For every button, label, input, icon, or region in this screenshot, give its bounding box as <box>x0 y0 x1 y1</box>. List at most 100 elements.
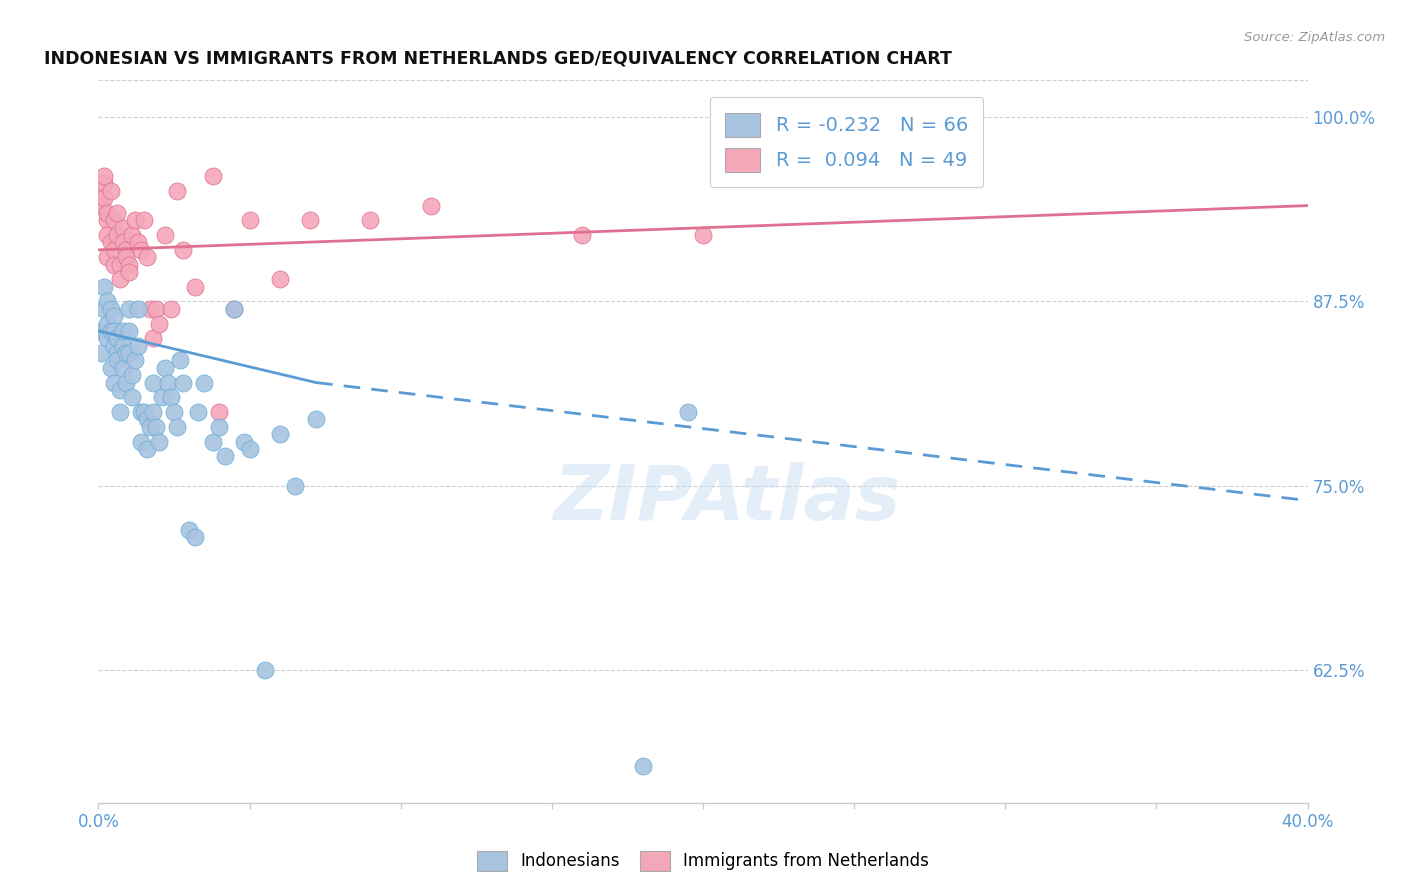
Point <box>129 243 152 257</box>
Point <box>111 220 134 235</box>
Point <box>139 301 162 316</box>
Point <box>142 376 165 390</box>
Point <box>100 235 122 250</box>
Point <box>114 243 136 257</box>
Point <box>142 331 165 345</box>
Point <box>105 346 128 360</box>
Point <box>121 368 143 383</box>
Point <box>163 405 186 419</box>
Point <box>150 390 173 404</box>
Point <box>284 479 307 493</box>
Point <box>135 442 157 456</box>
Point <box>208 419 231 434</box>
Point <box>108 272 131 286</box>
Point <box>90 324 112 338</box>
Point <box>108 258 131 272</box>
Point <box>142 405 165 419</box>
Point <box>96 213 118 227</box>
Point <box>676 405 699 419</box>
Point <box>132 405 155 419</box>
Point <box>90 346 112 360</box>
Point <box>239 442 262 456</box>
Point <box>118 301 141 316</box>
Point <box>111 235 134 250</box>
Point <box>179 523 201 537</box>
Point <box>111 339 134 353</box>
Point <box>420 199 443 213</box>
Point <box>105 206 128 220</box>
Point <box>253 663 276 677</box>
Point <box>299 213 322 227</box>
Point <box>135 412 157 426</box>
Point <box>105 228 128 243</box>
Point <box>118 324 141 338</box>
Point <box>193 376 215 390</box>
Point <box>232 434 254 449</box>
Point <box>124 353 146 368</box>
Point <box>269 272 291 286</box>
Text: Source: ZipAtlas.com: Source: ZipAtlas.com <box>1244 31 1385 45</box>
Point <box>360 213 382 227</box>
Point <box>114 346 136 360</box>
Point <box>111 360 134 375</box>
Point <box>96 228 118 243</box>
Point <box>93 177 115 191</box>
Point <box>103 309 125 323</box>
Point <box>127 339 149 353</box>
Point <box>129 405 152 419</box>
Point <box>103 213 125 227</box>
Point <box>105 353 128 368</box>
Point <box>90 184 112 198</box>
Point <box>224 301 246 316</box>
Point <box>148 434 170 449</box>
Point <box>103 324 125 338</box>
Point <box>108 405 131 419</box>
Point <box>93 169 115 183</box>
Point <box>100 360 122 375</box>
Point <box>153 228 176 243</box>
Point <box>103 243 125 257</box>
Point <box>114 376 136 390</box>
Point <box>100 301 122 316</box>
Point <box>121 390 143 404</box>
Point <box>100 324 122 338</box>
Point <box>571 228 593 243</box>
Point <box>124 213 146 227</box>
Point <box>160 390 183 404</box>
Point <box>129 434 152 449</box>
Point <box>172 243 194 257</box>
Point <box>93 279 115 293</box>
Point <box>111 324 134 338</box>
Point <box>103 339 125 353</box>
Point <box>148 317 170 331</box>
Point <box>96 317 118 331</box>
Point <box>127 301 149 316</box>
Point <box>166 419 188 434</box>
Point <box>187 405 209 419</box>
Point <box>169 353 191 368</box>
Point <box>153 360 176 375</box>
Point <box>156 376 179 390</box>
Point <box>118 258 141 272</box>
Point <box>93 301 115 316</box>
Point <box>202 434 225 449</box>
Text: ZIPAtlas: ZIPAtlas <box>554 462 901 536</box>
Point <box>631 759 654 773</box>
Point <box>103 376 125 390</box>
Point <box>224 301 246 316</box>
Point <box>139 419 162 434</box>
Point <box>145 419 167 434</box>
Point <box>93 191 115 205</box>
Point <box>96 206 118 220</box>
Point <box>96 331 118 345</box>
Point <box>214 450 236 464</box>
Point <box>202 169 225 183</box>
Legend: Indonesians, Immigrants from Netherlands: Indonesians, Immigrants from Netherlands <box>468 842 938 880</box>
Point <box>166 184 188 198</box>
Point <box>96 294 118 309</box>
Point <box>96 250 118 264</box>
Point <box>108 383 131 397</box>
Point <box>172 376 194 390</box>
Point <box>145 301 167 316</box>
Point <box>692 228 714 243</box>
